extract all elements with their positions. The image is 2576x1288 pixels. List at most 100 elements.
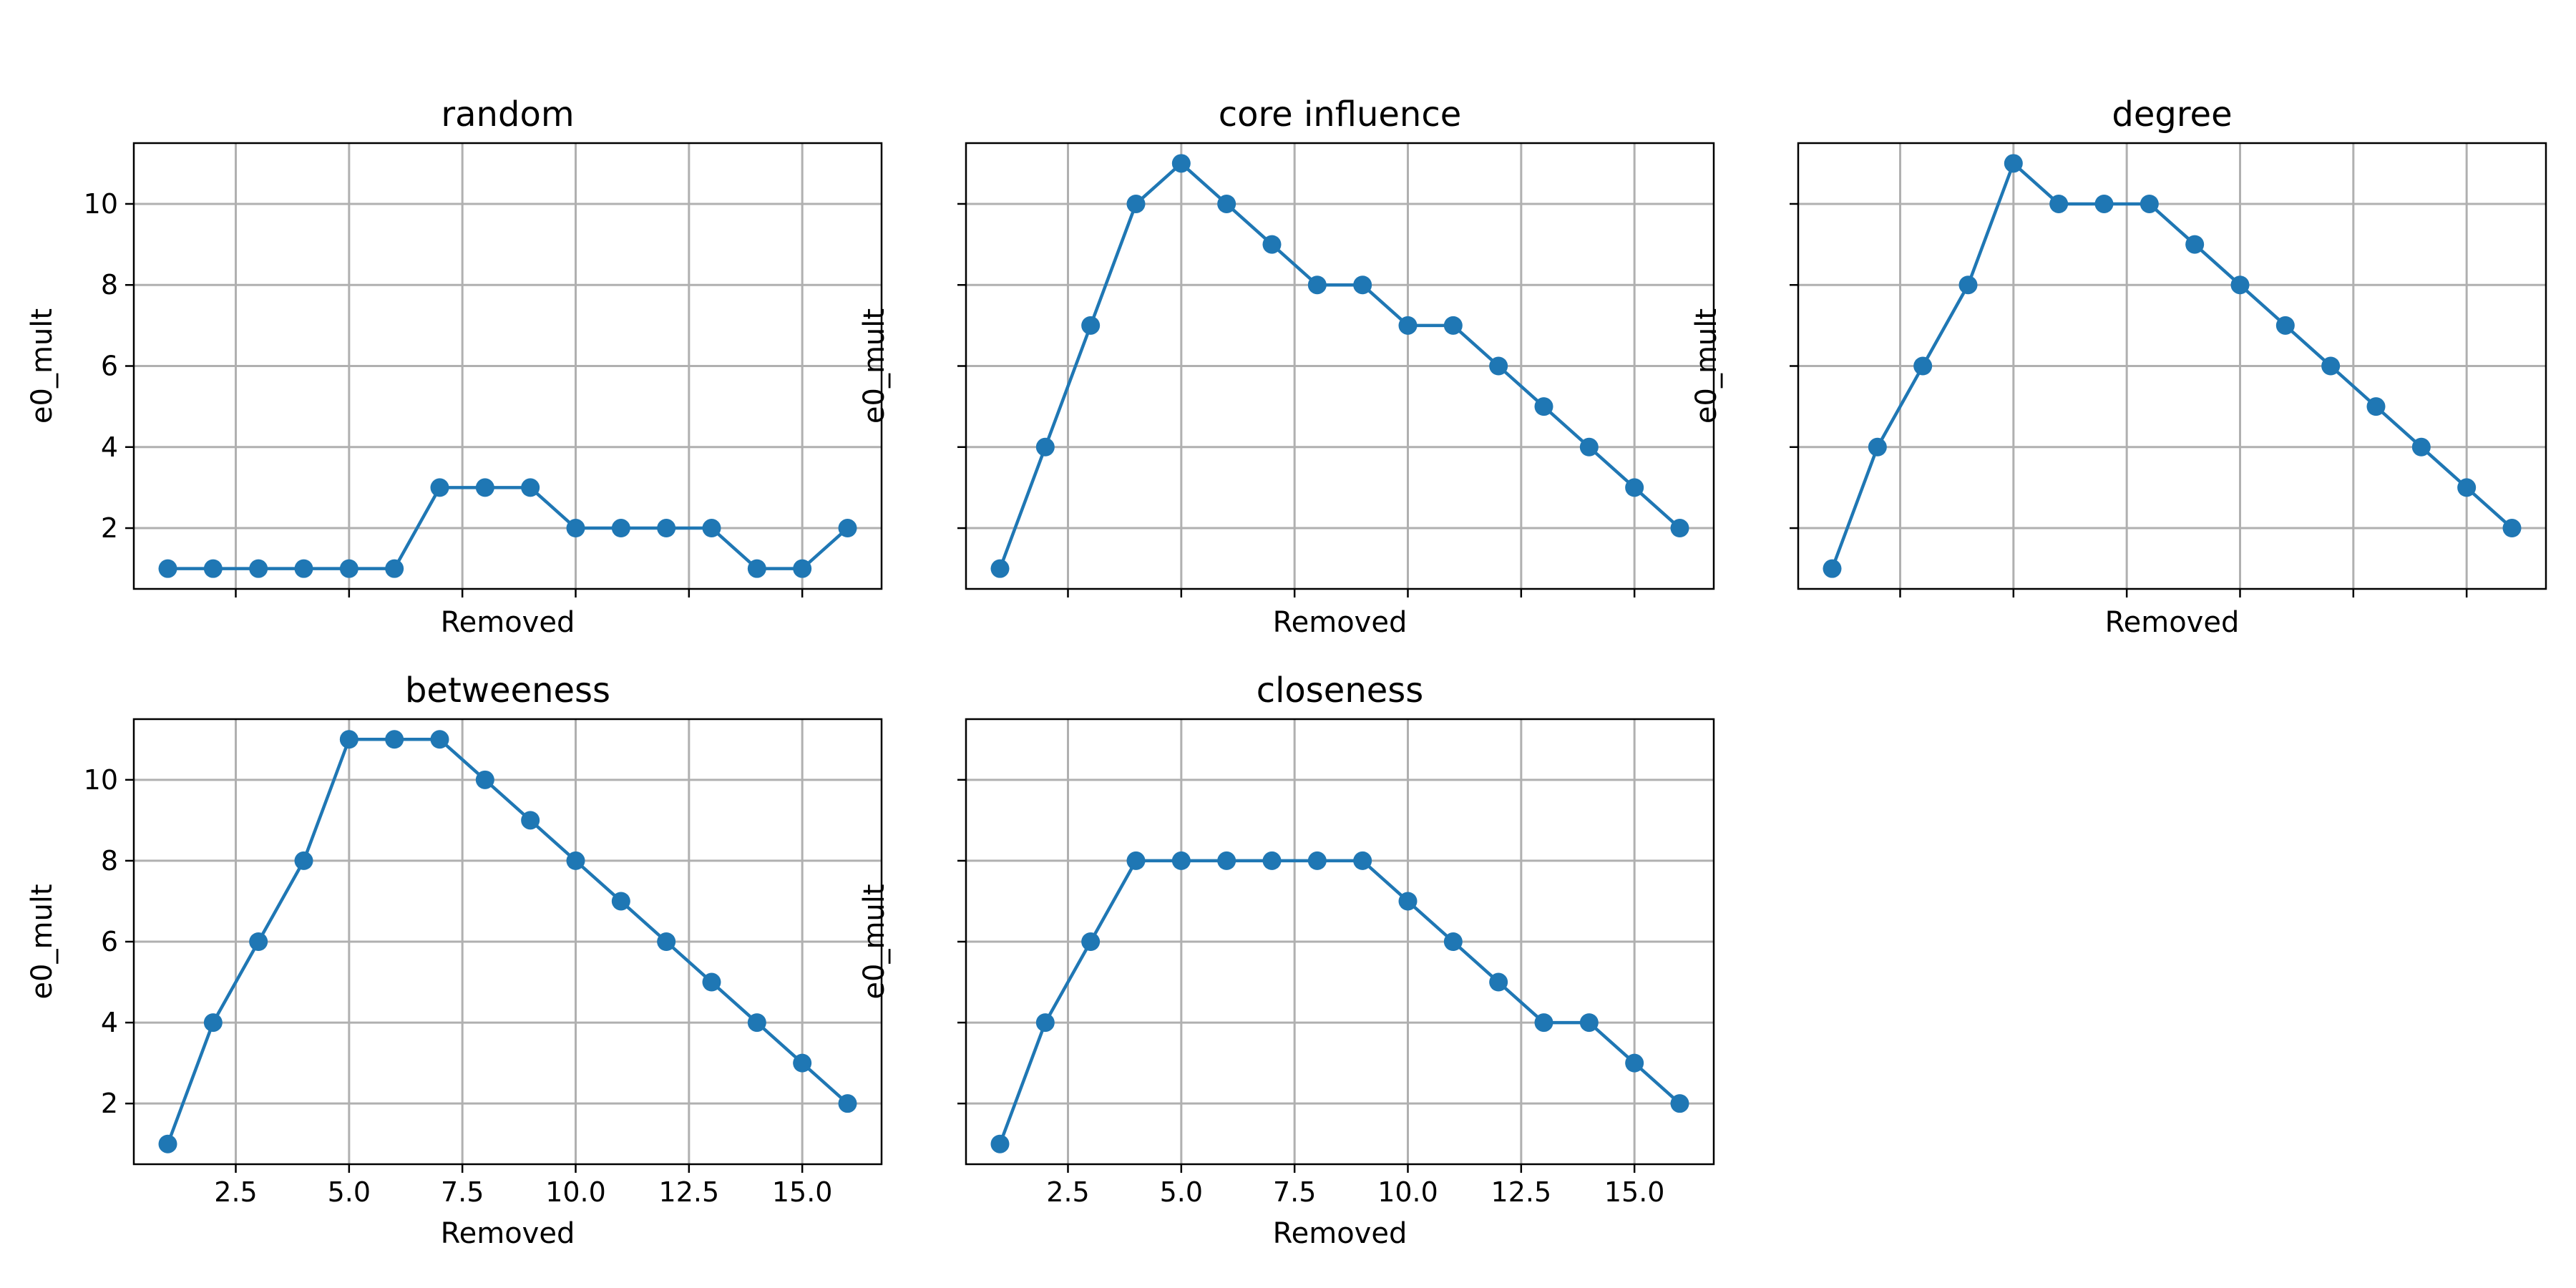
data-point: [566, 519, 585, 538]
x-tick-label: 10.0: [1377, 1176, 1438, 1208]
data-point: [838, 519, 857, 538]
data-point: [339, 730, 358, 749]
x-tick-label: 7.5: [1273, 1176, 1316, 1208]
data-point: [990, 559, 1010, 578]
data-point: [1035, 437, 1055, 457]
x-tick-label: 2.5: [1046, 1176, 1089, 1208]
axes-frame: [132, 142, 883, 590]
data-point: [1489, 972, 1508, 992]
data-point: [1307, 275, 1327, 295]
data-point: [339, 559, 358, 578]
data-point: [430, 478, 449, 497]
data-point: [1262, 235, 1282, 254]
data-point: [611, 892, 630, 911]
data-point: [1823, 559, 1842, 578]
subplot-betweeness: 2.5 5.0 7.5 10.0 12.5 15.0 2 4 6 8 10 betweeness Rem…: [26, 670, 883, 1250]
data-point: [702, 972, 721, 992]
subplot-title: core influence: [1219, 94, 1462, 135]
data-point: [1913, 356, 1933, 376]
y-tick-label: 4: [101, 1007, 118, 1038]
series-line: [167, 486, 849, 570]
x-tick-label: 10.0: [545, 1176, 606, 1208]
y-tick-label: 8: [101, 845, 118, 877]
data-point: [611, 519, 630, 538]
subplot-degree: degree Removed e0_mult: [1690, 94, 2547, 639]
data-point: [2004, 154, 2023, 173]
y-axis-label: e0_mult: [26, 308, 59, 424]
x-axis-label: Removed: [441, 1217, 575, 1250]
data-point: [475, 478, 494, 497]
subplot-title: random: [441, 94, 574, 135]
series-line: [998, 162, 1681, 570]
data-point: [747, 559, 766, 578]
data-point: [793, 559, 812, 578]
data-point: [2185, 235, 2205, 254]
y-axis-label: e0_mult: [1690, 308, 1723, 424]
data-point: [158, 559, 177, 578]
data-point: [1398, 892, 1418, 911]
data-point: [1081, 316, 1101, 335]
data-point: [1307, 851, 1327, 870]
x-tick-label: 15.0: [1604, 1176, 1665, 1208]
data-point: [1035, 1013, 1055, 1033]
subplot-core-influence: core influence Removed e0_mult: [858, 94, 1715, 639]
series-line: [998, 859, 1681, 1145]
data-point: [1579, 1013, 1599, 1033]
data-point: [2094, 194, 2114, 213]
subplot-title: degree: [2112, 94, 2232, 135]
data-point: [430, 730, 449, 749]
data-point: [294, 559, 313, 578]
data-point: [2457, 478, 2477, 497]
data-point: [747, 1013, 766, 1033]
data-point: [2321, 356, 2341, 376]
y-axis-label: e0_mult: [858, 308, 891, 424]
data-point: [385, 730, 404, 749]
data-point: [294, 851, 313, 870]
data-point: [1958, 275, 1978, 295]
data-point: [1534, 397, 1553, 416]
data-point: [1217, 851, 1236, 870]
y-tick-label: 10: [84, 188, 118, 220]
data-point: [1171, 851, 1191, 870]
x-tick-label: 15.0: [772, 1176, 833, 1208]
data-point: [385, 559, 404, 578]
data-point: [2275, 316, 2295, 335]
y-tick-label: 4: [101, 431, 118, 463]
x-tick-label: 5.0: [328, 1176, 371, 1208]
data-point: [2366, 397, 2386, 416]
x-tick-label: 12.5: [1491, 1176, 1552, 1208]
y-axis-label: e0_mult: [26, 884, 59, 999]
data-point: [1579, 437, 1599, 457]
subplot-title: betweeness: [405, 670, 610, 711]
data-point: [1217, 194, 1236, 213]
axes-frame: [1797, 142, 2547, 590]
data-point: [566, 851, 585, 870]
data-point: [1262, 851, 1282, 870]
data-point: [249, 932, 268, 951]
data-point: [1398, 316, 1418, 335]
data-point: [203, 559, 223, 578]
subplot-closeness: 2.5 5.0 7.5 10.0 12.5 15.0 closeness Removed e0_…: [858, 670, 1715, 1250]
data-point: [1353, 851, 1372, 870]
x-tick-label: 12.5: [659, 1176, 720, 1208]
data-point: [475, 770, 494, 789]
data-point: [1443, 932, 1463, 951]
series-line: [166, 738, 849, 1145]
subplot-random: 2 4 6 8 10 random Removed e0_mult: [26, 94, 883, 639]
y-tick-label: 2: [101, 1088, 118, 1119]
subplot-title: closeness: [1257, 670, 1424, 711]
axes-frame: [965, 718, 1715, 1166]
data-point: [521, 811, 540, 830]
y-tick-label: 2: [101, 512, 118, 544]
data-point: [2411, 437, 2431, 457]
data-point: [990, 1134, 1010, 1153]
x-axis-label: Removed: [1273, 606, 1407, 639]
x-axis-label: Removed: [2105, 606, 2240, 639]
data-point: [1670, 1094, 1689, 1113]
data-point: [249, 559, 268, 578]
y-tick-label: 6: [101, 926, 118, 957]
axes-frame: [965, 142, 1715, 590]
data-point: [1489, 356, 1508, 376]
